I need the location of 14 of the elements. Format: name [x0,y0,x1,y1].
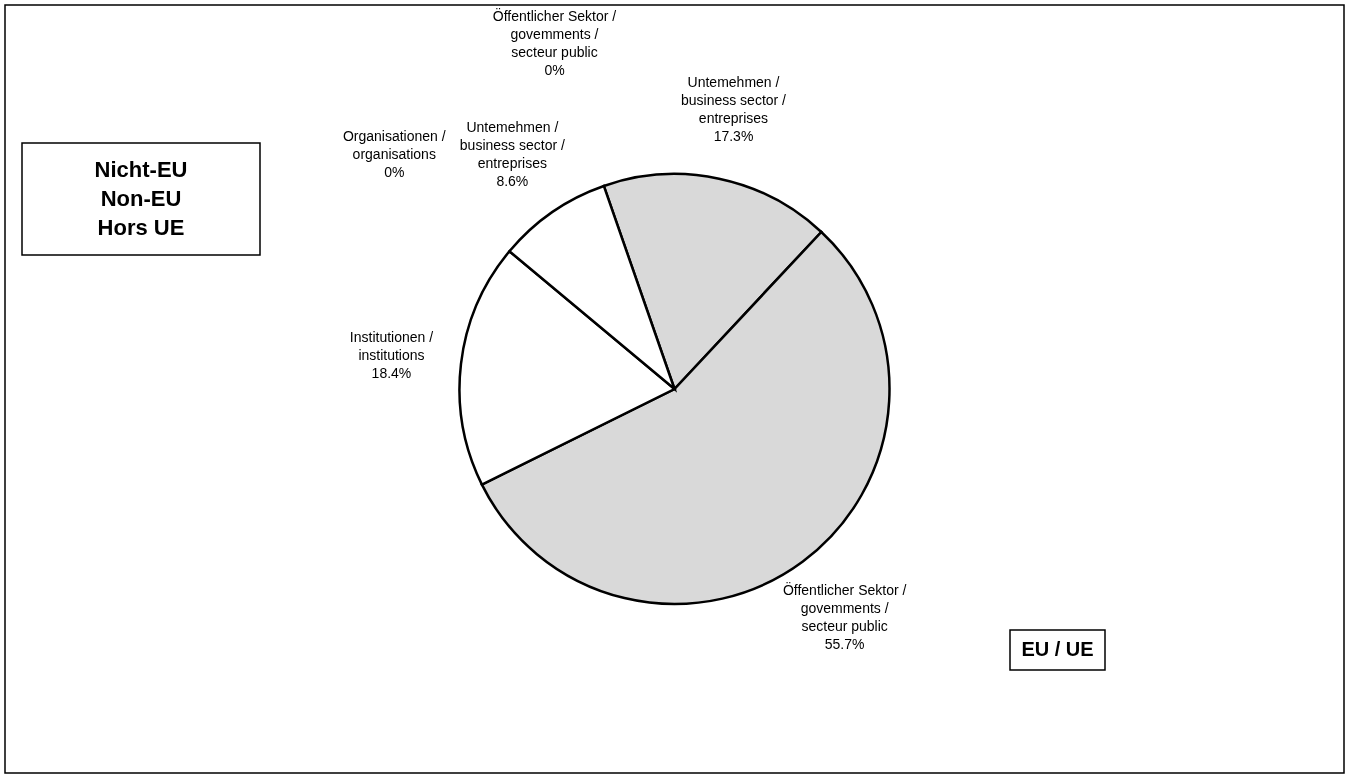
data-label: 17.3% [713,128,754,145]
category-label: Öffentlicher Sektor / govemments / secteur public [492,8,617,61]
data-label: 55.7% [824,635,865,652]
category-label: Organisationen / organisations [342,128,446,163]
slice-label: Institutionen / institutions [349,328,434,363]
text: 0% [544,62,565,79]
text: 0% [384,164,405,181]
slice-label: Öffentlicher Sektor / govemments / secteur public [782,580,907,634]
text: EU / UE [1021,638,1094,660]
slice-label: Untemehmen / business sector / entreprises [459,118,565,171]
text: Nicht-EU Non-EU Hors UE [94,157,188,240]
data-label: 18.4% [371,364,412,381]
data-label: 8.6% [496,172,529,189]
slice-label: Untemehmen / business sector / entreprises [680,74,787,127]
